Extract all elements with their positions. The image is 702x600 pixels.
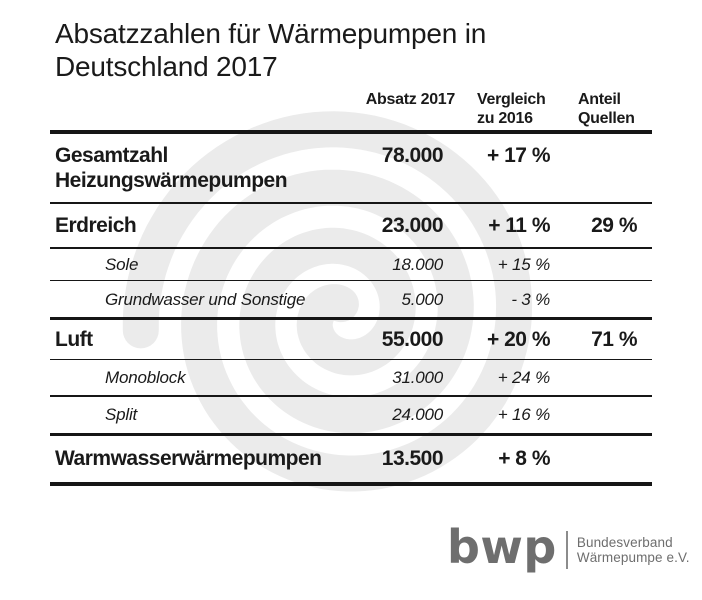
cell-anteil: 71 % [591,327,637,351]
table-rule [50,201,652,204]
cell-absatz: 55.000 [381,327,444,351]
table-row-sole: Sole 18.000 + 15 % [50,249,652,280]
table-rule [50,432,652,436]
cell-absatz: 5.000 [401,289,443,309]
bwp-logo: bwp Bundesverband Wärmepumpe e.V. [447,524,690,576]
table-row-erdreich: Erdreich 23.000 + 11 % 29 % [50,204,652,247]
cell-vergleich: + 17 % [487,144,550,167]
table-row-split: Split 24.000 + 16 % [50,397,652,433]
row-label: Monoblock [105,368,186,387]
cell-absatz: 13.500 [381,447,444,471]
table-rule [50,247,652,249]
cell-vergleich: + 8 % [498,447,550,471]
table-rule [50,358,652,360]
row-label: Sole [105,254,139,274]
table-rule [50,482,652,486]
table-rule [50,130,652,134]
cell-absatz: 24.000 [392,405,443,424]
row-label: Grundwasser und Sonstige [105,289,306,309]
table-rule [50,279,652,281]
cell-vergleich: + 20 % [487,327,550,351]
table-row-grundwasser: Grundwasser und Sonstige 5.000 - 3 % [50,281,652,317]
table-row-warmwasser: Warmwasserwärmepumpen 13.500 + 8 % [50,436,652,483]
cell-absatz: 23.000 [381,214,444,237]
cell-absatz: 78.000 [381,144,444,167]
table-header-row: Absatz 2017 Vergleich zu 2016 Anteil Que… [50,88,652,130]
row-label: Luft [55,327,93,351]
cell-vergleich: + 15 % [497,254,550,274]
column-header-anteil: Anteil Quellen [578,91,635,127]
logo-divider [565,531,568,569]
spiral-watermark-path [122,111,533,492]
row-label: Split [105,405,138,424]
row-label: Erdreich [55,214,137,237]
cell-vergleich: + 16 % [497,405,550,424]
table-rule [50,317,652,320]
cell-anteil: 29 % [591,214,637,237]
bwp-wordmark: bwp [447,520,557,574]
page-title: Absatzzahlen für Wärmepumpen in Deutschl… [55,18,487,82]
sales-table: Absatz 2017 Vergleich zu 2016 Anteil Que… [50,88,652,486]
table-row-luft: Luft 55.000 + 20 % 71 % [50,320,652,359]
column-header-vergleich: Vergleich zu 2016 [477,91,546,127]
cell-absatz: 31.000 [392,368,443,387]
table-row-gesamtzahl: Gesamtzahl Heizungswärmepumpen 78.000 + … [50,134,652,202]
row-label: Warmwasserwärmepumpen [55,447,322,471]
table-row-monoblock: Monoblock 31.000 + 24 % [50,360,652,395]
table-rule [50,395,652,397]
cell-absatz: 18.000 [392,254,443,274]
logo-org-name: Bundesverband Wärmepumpe e.V. [576,534,690,566]
cell-vergleich: + 24 % [497,368,550,387]
cell-vergleich: - 3 % [511,289,550,309]
row-label: Gesamtzahl Heizungswärmepumpen [55,144,288,192]
cell-vergleich: + 11 % [488,214,550,237]
column-header-absatz: Absatz 2017 [365,91,456,108]
